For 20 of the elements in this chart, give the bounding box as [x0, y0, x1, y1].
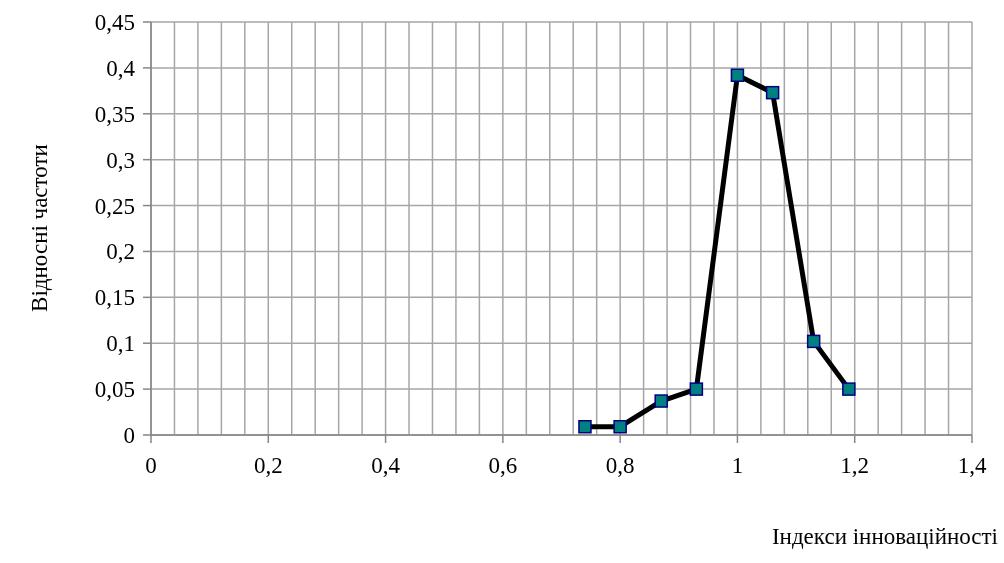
y-tick-label: 0,35	[94, 101, 135, 127]
x-tick-label: 0	[145, 453, 157, 478]
y-tick-label: 0	[123, 423, 135, 448]
x-tick-label: 0,4	[371, 453, 401, 478]
y-tick-label: 0,2	[106, 239, 135, 265]
y-tick-label: 0,45	[94, 10, 135, 35]
y-tick-label: 0,1	[106, 331, 135, 357]
x-tick-label: 0,6	[488, 453, 518, 478]
y-tick-label: 0,4	[106, 55, 136, 81]
x-tick-label: 0,8	[605, 453, 635, 478]
x-tick-label: 1,4	[957, 453, 987, 478]
x-axis-title: Індекси інноваційності	[771, 524, 998, 550]
y-tick-label: 0,05	[94, 377, 135, 403]
y-tick-label: 0,3	[106, 147, 135, 173]
x-tick-label: 1,2	[840, 453, 870, 478]
x-tick-label: 0,2	[253, 453, 283, 478]
y-tick-label: 0,25	[94, 193, 135, 219]
y-tick-label: 0,15	[94, 285, 135, 311]
x-tick-label: 1	[731, 453, 744, 478]
y-axis-title: Відносні частоти	[27, 144, 53, 312]
